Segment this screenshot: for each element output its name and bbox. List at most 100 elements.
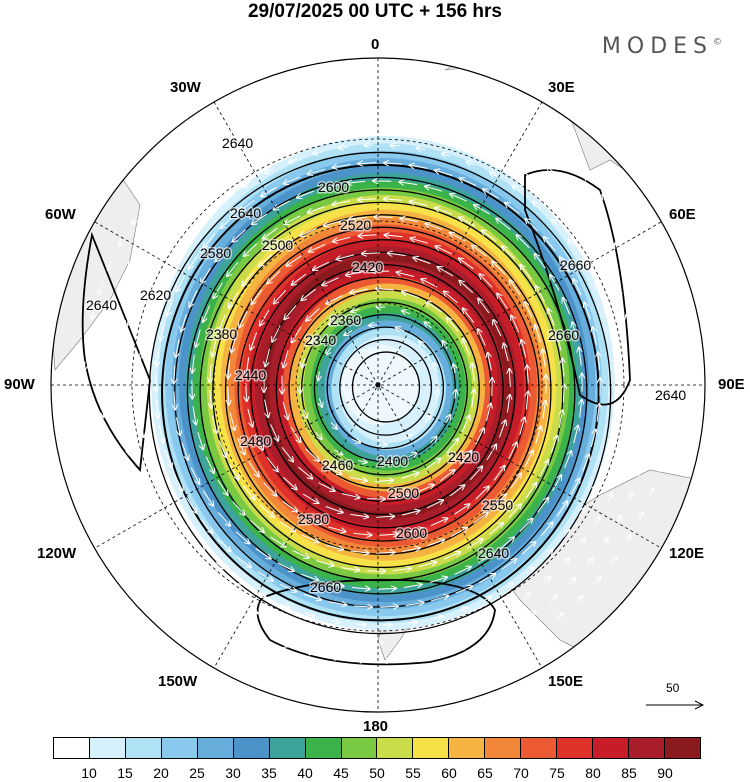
wind-vector: [292, 326, 302, 342]
wind-vector: [550, 436, 557, 453]
wind-vector: [106, 433, 108, 443]
wind-vector: [91, 310, 93, 320]
wind-vector: [544, 237, 556, 252]
wind-vector: [202, 490, 213, 506]
wind-vector: [579, 223, 585, 231]
wind-vector: [304, 651, 314, 653]
wind-vector: [402, 311, 411, 314]
colorbar-swatch: [341, 738, 378, 758]
wind-vector: [139, 402, 140, 412]
wind-vector: [454, 504, 470, 515]
wind-vector: [559, 410, 562, 429]
wind-vector: [443, 341, 448, 349]
wind-vector: [521, 542, 535, 555]
colorbar-tick-label: 65: [477, 765, 493, 781]
wind-vector: [477, 554, 493, 564]
colorbar-tick-label: 20: [153, 765, 169, 781]
wind-vector: [403, 435, 412, 440]
wind-vector: [157, 477, 161, 486]
colorbar-swatch: [521, 738, 558, 758]
wind-vector: [483, 189, 499, 199]
wind-vector: [103, 408, 104, 417]
contour-label: 2580: [200, 245, 231, 261]
wind-vector: [246, 383, 247, 401]
wind-vector: [563, 298, 571, 315]
wind-vector: [187, 232, 193, 240]
wind-vector: [535, 325, 542, 343]
wind-vector: [524, 302, 533, 318]
wind-vector: [535, 254, 546, 269]
wind-vector: [112, 458, 115, 468]
contour-label-halo: 2440: [235, 367, 266, 383]
wind-vector: [347, 92, 356, 93]
wind-vector: [278, 239, 294, 250]
wind-vector: [304, 515, 320, 524]
wind-vector: [670, 412, 671, 422]
wind-vector: [535, 426, 541, 444]
contour-label: 2360: [330, 312, 361, 328]
wind-vector: [192, 354, 194, 373]
wind-vector: [284, 664, 294, 667]
wind-vector: [171, 224, 177, 231]
wind-vector: [580, 400, 582, 418]
wind-vector: [333, 236, 351, 241]
contour-label: 2420: [352, 259, 383, 275]
wind-vector: [261, 186, 277, 196]
geopotential-contour: [186, 189, 576, 595]
wind-speed-colorbar: [53, 737, 701, 759]
wind-vector: [376, 552, 394, 553]
wind-vector: [499, 537, 514, 550]
wind-vector: [150, 300, 153, 309]
wind-vector: [148, 453, 151, 463]
wind-reference-value: 50: [666, 681, 680, 695]
wind-vector: [450, 137, 459, 140]
wind-vector: [479, 574, 495, 584]
lon-label-0: 0: [371, 36, 380, 53]
contour-label-halo: 2400: [377, 453, 408, 469]
wind-vector: [318, 482, 335, 491]
wind-vector: [564, 451, 572, 468]
contour-label: 2640: [655, 387, 686, 403]
wind-vector: [263, 227, 278, 239]
wind-vector: [103, 489, 106, 498]
wind-vector: [325, 465, 342, 474]
wind-vector: [400, 641, 410, 642]
wind-vector: [111, 305, 114, 315]
wind-vector: [458, 608, 467, 611]
wind-vector: [277, 562, 294, 571]
wind-vector: [502, 246, 516, 260]
wind-vector: [203, 213, 211, 221]
wind-vector: [156, 214, 162, 221]
wind-vector: [586, 559, 593, 566]
wind-vector: [221, 215, 235, 228]
wind-vector: [351, 588, 370, 590]
colorbar-tick-label: 75: [549, 765, 565, 781]
wind-vector: [349, 217, 367, 219]
wind-vector: [540, 522, 553, 537]
wind-vector: [545, 550, 552, 557]
wind-vector: [174, 474, 183, 491]
wind-vector: [174, 365, 175, 383]
wind-vector: [176, 275, 186, 292]
wind-vector: [508, 443, 517, 459]
wind-vector: [108, 261, 112, 270]
wind-vector: [260, 655, 269, 659]
contour-label: 2500: [262, 237, 293, 253]
wind-vector: [388, 253, 406, 256]
lon-label-180: 180: [363, 718, 389, 735]
wind-vector: [555, 613, 563, 620]
wind-vector: [254, 433, 263, 450]
wind-vector: [160, 276, 164, 285]
colorbar-tick-label: 55: [405, 765, 421, 781]
brand-text: MODES: [601, 34, 713, 59]
wind-vector: [236, 643, 245, 647]
wind-vector: [376, 289, 394, 290]
contour-label-halo: 2660: [548, 327, 579, 343]
contour-label-halo: 2500: [262, 237, 293, 253]
colorbar-swatch: [197, 738, 234, 758]
wind-vector: [671, 360, 672, 370]
wind-vector: [425, 95, 434, 97]
wind-vector: [429, 577, 447, 583]
wind-vector: [267, 270, 281, 284]
wind-vector: [435, 208, 452, 215]
